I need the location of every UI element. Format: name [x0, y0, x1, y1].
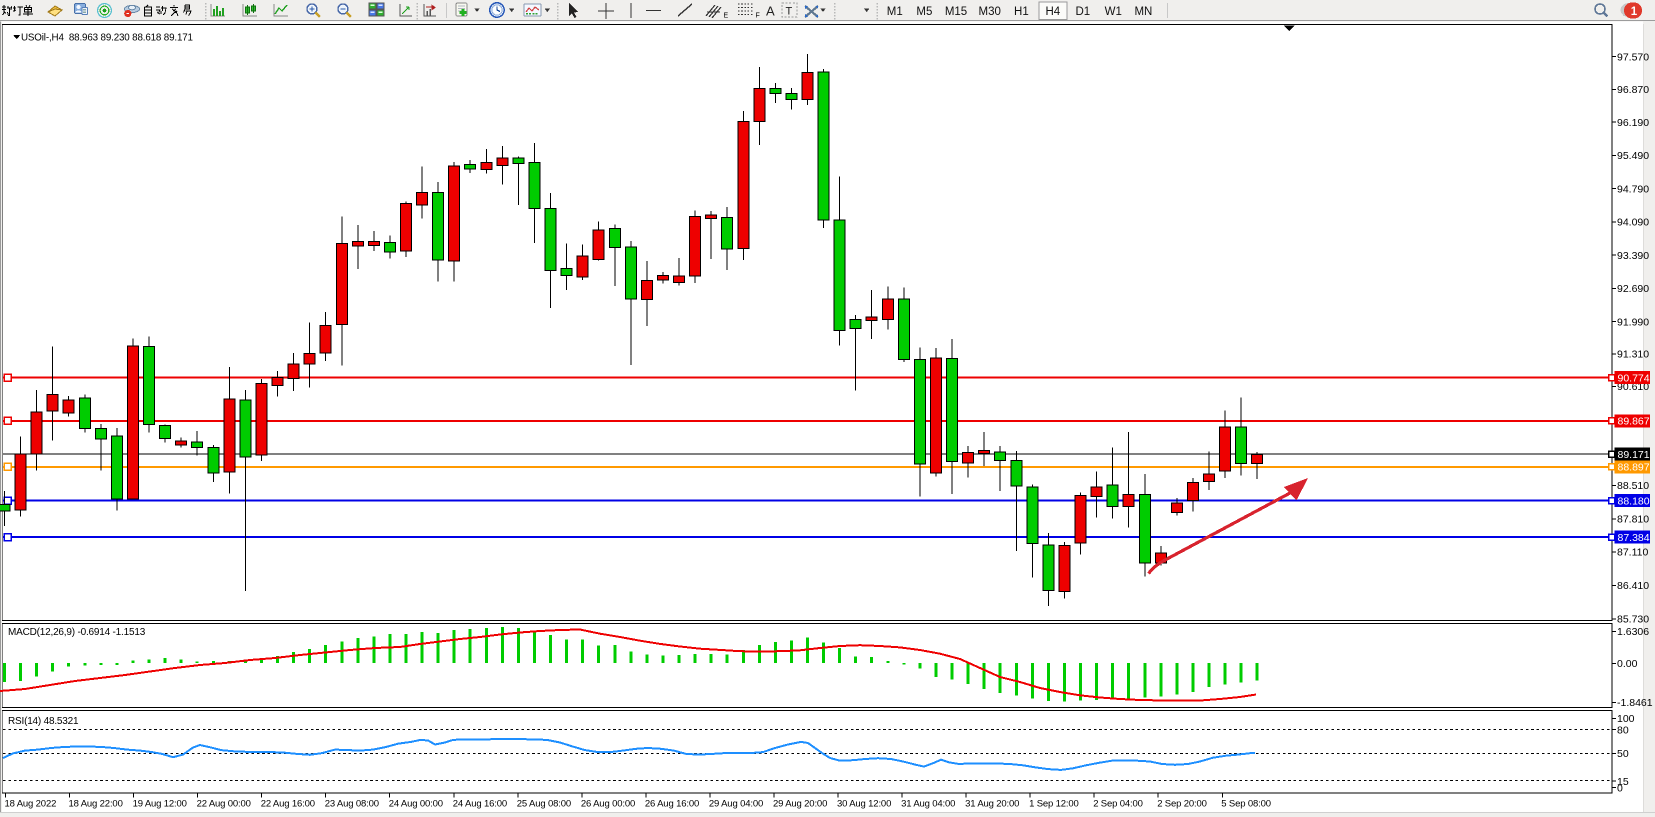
- svg-text:94.790: 94.790: [1617, 183, 1649, 195]
- svg-text:1.6306: 1.6306: [1617, 626, 1649, 638]
- svg-text:18 Aug 22:00: 18 Aug 22:00: [69, 799, 123, 810]
- svg-text:M15: M15: [945, 6, 967, 18]
- svg-text:M5: M5: [916, 6, 932, 18]
- svg-text:96.190: 96.190: [1617, 117, 1649, 129]
- svg-text:MACD(12,26,9) -0.6914 -1.1513: MACD(12,26,9) -0.6914 -1.1513: [8, 627, 146, 638]
- svg-text:91.310: 91.310: [1617, 349, 1649, 361]
- svg-text:22 Aug 16:00: 22 Aug 16:00: [261, 799, 315, 810]
- svg-text:USOil-,H4 88.963 89.230 88.61: USOil-,H4 88.963 89.230 88.618 89.171: [21, 33, 193, 44]
- svg-text:RSI(14) 48.5321: RSI(14) 48.5321: [8, 716, 79, 727]
- svg-text:87.110: 87.110: [1617, 547, 1648, 559]
- svg-text:88.510: 88.510: [1617, 480, 1649, 492]
- svg-text:15: 15: [1617, 776, 1629, 788]
- svg-text:D1: D1: [1075, 6, 1090, 18]
- svg-text:89.867: 89.867: [1618, 416, 1650, 428]
- svg-text:90.610: 90.610: [1617, 381, 1649, 393]
- svg-text:31 Aug 04:00: 31 Aug 04:00: [901, 799, 955, 810]
- svg-text:22 Aug 00:00: 22 Aug 00:00: [197, 799, 251, 810]
- svg-text:30 Aug 12:00: 30 Aug 12:00: [837, 799, 891, 810]
- svg-text:A: A: [766, 4, 775, 19]
- svg-text:23 Aug 08:00: 23 Aug 08:00: [325, 799, 379, 810]
- svg-text:E: E: [724, 13, 729, 20]
- svg-text:91.990: 91.990: [1617, 316, 1649, 328]
- svg-text:M1: M1: [887, 6, 903, 18]
- svg-text:87.384: 87.384: [1618, 532, 1650, 544]
- svg-text:MN: MN: [1134, 6, 1152, 18]
- svg-text:29 Aug 20:00: 29 Aug 20:00: [773, 799, 827, 810]
- svg-text:-1.8461: -1.8461: [1617, 697, 1653, 709]
- svg-text:24 Aug 00:00: 24 Aug 00:00: [389, 799, 443, 810]
- svg-text:100: 100: [1617, 713, 1635, 725]
- svg-text:26 Aug 00:00: 26 Aug 00:00: [581, 799, 635, 810]
- svg-text:25 Aug 08:00: 25 Aug 08:00: [517, 799, 571, 810]
- svg-text:24 Aug 16:00: 24 Aug 16:00: [453, 799, 507, 810]
- svg-text:W1: W1: [1105, 6, 1122, 18]
- svg-text:18 Aug 2022: 18 Aug 2022: [5, 799, 57, 810]
- svg-text:88.897: 88.897: [1618, 462, 1650, 474]
- svg-text:31 Aug 20:00: 31 Aug 20:00: [965, 799, 1019, 810]
- svg-text:2 Sep 20:00: 2 Sep 20:00: [1157, 799, 1207, 810]
- svg-text:1: 1: [1631, 6, 1638, 18]
- svg-text:93.390: 93.390: [1617, 250, 1649, 262]
- svg-text:2 Sep 04:00: 2 Sep 04:00: [1093, 799, 1143, 810]
- svg-text:26 Aug 16:00: 26 Aug 16:00: [645, 799, 699, 810]
- svg-text:94.090: 94.090: [1617, 217, 1649, 229]
- svg-text:29 Aug 04:00: 29 Aug 04:00: [709, 799, 763, 810]
- svg-text:88.180: 88.180: [1618, 495, 1650, 507]
- svg-text:85.730: 85.730: [1617, 614, 1649, 626]
- svg-text:92.690: 92.690: [1617, 283, 1649, 295]
- svg-text:89.171: 89.171: [1618, 449, 1650, 461]
- svg-text:0.00: 0.00: [1617, 658, 1638, 670]
- svg-text:50: 50: [1617, 748, 1629, 760]
- svg-text:90.774: 90.774: [1618, 372, 1650, 384]
- svg-text:T: T: [786, 6, 793, 18]
- svg-text:86.410: 86.410: [1617, 580, 1649, 592]
- svg-text:5 Sep 08:00: 5 Sep 08:00: [1221, 799, 1271, 810]
- svg-text:F: F: [756, 13, 760, 20]
- svg-text:97.570: 97.570: [1617, 51, 1649, 63]
- svg-text:H1: H1: [1014, 6, 1029, 18]
- svg-text:0: 0: [1617, 782, 1623, 794]
- svg-text:19 Aug 12:00: 19 Aug 12:00: [133, 799, 187, 810]
- svg-text:95.490: 95.490: [1617, 150, 1649, 162]
- svg-text:96.870: 96.870: [1617, 84, 1649, 96]
- svg-text:87.810: 87.810: [1617, 514, 1649, 526]
- svg-text:1 Sep 12:00: 1 Sep 12:00: [1029, 799, 1079, 810]
- svg-text:80: 80: [1617, 724, 1629, 736]
- svg-text:H4: H4: [1045, 6, 1060, 18]
- svg-text:M30: M30: [979, 6, 1001, 18]
